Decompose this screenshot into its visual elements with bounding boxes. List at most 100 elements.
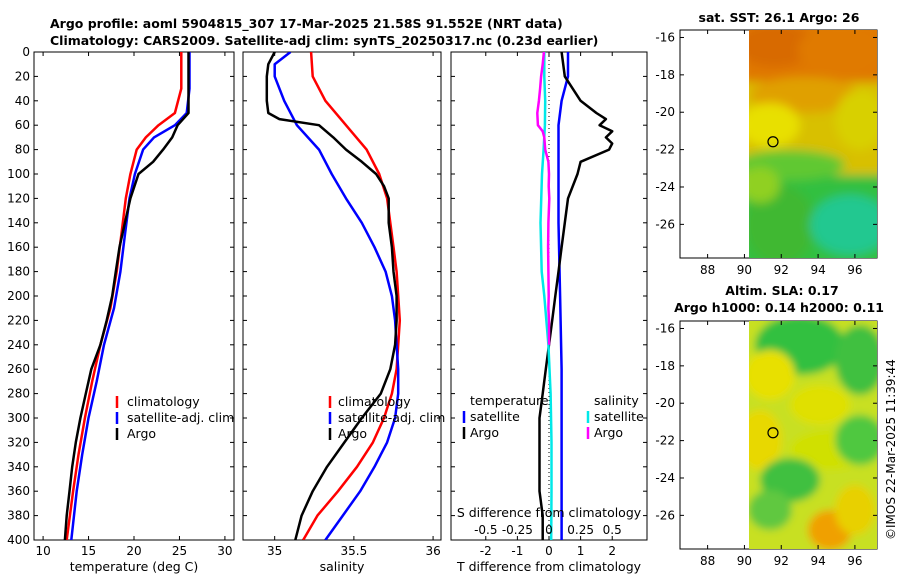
x-tick-label: -1 (511, 544, 523, 558)
y-tick-label: 20 (15, 69, 30, 83)
lat-tick-label: -24 (655, 471, 675, 485)
y-tick-label: 200 (7, 289, 30, 303)
legend-temperature-title: temperature (470, 393, 549, 408)
y-tick-label: 260 (7, 362, 30, 376)
y-tick-label: 60 (15, 118, 30, 132)
legend-salinity-title: salinity (594, 393, 639, 408)
x-tick-label: -2 (480, 544, 492, 558)
y-tick-label: 180 (7, 265, 30, 279)
lat-tick-label: -18 (655, 359, 675, 373)
y-tick-label: 80 (15, 143, 30, 157)
x-tick-label: 25 (172, 544, 187, 558)
lon-tick-label: 96 (847, 263, 862, 277)
y-tick-label: 140 (7, 216, 30, 230)
temperature-axes-box (33, 51, 235, 541)
lon-tick-label: 88 (700, 554, 715, 568)
sst-map-panel: sat. SST: 26.1 Argo: 26 88 90 92 94 96 -16 -18… (655, 10, 878, 277)
s-tick-label: -0.5 (474, 523, 497, 537)
argo-location-marker (767, 136, 779, 148)
difference-legend: temperature satellite Argo salinity sate… (462, 393, 644, 440)
y-tick-label: 320 (7, 435, 30, 449)
x-tick-label: 35.5 (341, 544, 368, 558)
legend-argo: Argo (338, 426, 367, 441)
x-tick-label: 2 (608, 544, 616, 558)
legend-climatology: climatology (338, 394, 411, 409)
lat-tick-label: -26 (655, 217, 675, 231)
lat-tick-label: -24 (655, 180, 675, 194)
sla-map-title: Altim. SLA: 0.17 (725, 283, 838, 298)
temperature-panel: 10 15 20 25 30020406080100120140160180200220… (7, 45, 235, 574)
y-tick-label: 360 (7, 484, 30, 498)
lat-tick-label: -20 (655, 105, 675, 119)
differences-salinity-satellite-line (539, 52, 553, 540)
legend-satellite: satellite-adj. clim (338, 410, 445, 425)
legend-t-argo: Argo (470, 425, 499, 440)
s-tick-label: 0.5 (603, 523, 622, 537)
lat-tick-label: -16 (655, 321, 675, 335)
sst-map-title: sat. SST: 26.1 Argo: 26 (699, 10, 860, 25)
y-tick-label: 220 (7, 313, 30, 327)
sla-field (749, 321, 877, 549)
legend-s-satellite: satellite (594, 409, 644, 424)
lon-tick-label: 96 (847, 554, 862, 568)
lat-tick-label: -20 (655, 396, 675, 410)
y-tick-label: 280 (7, 387, 30, 401)
x-tick-label: 35 (267, 544, 282, 558)
s-tick-label: 0.25 (567, 523, 594, 537)
salinity-argo-line (265, 52, 398, 540)
salinity-axes-box (242, 51, 442, 541)
y-tick-label: 380 (7, 509, 30, 523)
lon-tick-label: 90 (737, 263, 752, 277)
temperature-legend: climatology satellite-adj. clim Argo (115, 394, 234, 441)
lon-tick-label: 94 (810, 554, 825, 568)
s-difference-xlabel: S difference from climatology (457, 505, 642, 520)
sst-field (749, 30, 877, 258)
legend-s-argo: Argo (594, 425, 623, 440)
title-line-1: Argo profile: aoml 5904815_307 17-Mar-20… (50, 16, 563, 32)
salinity-legend: climatology satellite-adj. clim Argo (328, 394, 445, 441)
differences-temperature-satellite-line (557, 52, 570, 540)
lon-tick-label: 90 (737, 554, 752, 568)
y-tick-label: 300 (7, 411, 30, 425)
temperature-xlabel: temperature (deg C) (70, 559, 199, 574)
x-tick-label: 36 (425, 544, 440, 558)
x-tick-label: 30 (217, 544, 232, 558)
legend-t-satellite: satellite (470, 409, 520, 424)
y-tick-label: 160 (7, 240, 30, 254)
title-line-2: Climatology: CARS2009. Satellite-adj cli… (50, 33, 598, 49)
difference-panel: -2 -1 0 1 2 -0.5 -0.25 0 0.25 0.5 T difference fr… (450, 51, 648, 574)
x-tick-label: 20 (126, 544, 141, 558)
lon-tick-label: 88 (700, 263, 715, 277)
y-tick-label: 340 (7, 460, 30, 474)
salinity-xlabel: salinity (320, 559, 365, 574)
argo-location-marker (767, 427, 779, 439)
lon-tick-label: 92 (774, 554, 789, 568)
lon-tick-label: 94 (810, 263, 825, 277)
sla-map-panel: Altim. SLA: 0.17 Argo h1000: 0.14 h2000:… (655, 283, 884, 568)
s-tick-label: -0.25 (502, 523, 533, 537)
y-tick-label: 240 (7, 338, 30, 352)
temperature-argo-line (63, 52, 190, 540)
lat-tick-label: -22 (655, 143, 675, 157)
x-tick-label: 10 (35, 544, 50, 558)
y-tick-label: 0 (22, 45, 30, 59)
y-tick-label: 100 (7, 167, 30, 181)
x-tick-label: 1 (577, 544, 585, 558)
legend-satellite: satellite-adj. clim (127, 410, 234, 425)
s-tick-label: 0 (545, 523, 553, 537)
salinity-satellite-adj-clim-line (273, 52, 400, 540)
differences-temperature-argo-line (538, 52, 614, 540)
salinity-climatology-line (302, 52, 402, 540)
legend-climatology: climatology (127, 394, 200, 409)
watermark: ©IMOS 22-Mar-2025 11:39:44 (884, 359, 898, 540)
differences-salinity-argo-line (536, 52, 551, 345)
y-tick-label: 120 (7, 191, 30, 205)
salinity-panel: 35 35.5 36 salinity climatology satellite-… (242, 51, 445, 574)
lon-tick-label: 92 (774, 263, 789, 277)
lat-tick-label: -26 (655, 508, 675, 522)
lat-tick-label: -18 (655, 68, 675, 82)
temperature-satellite-adj-clim-line (70, 52, 191, 540)
x-tick-label: 0 (545, 544, 553, 558)
legend-argo: Argo (127, 426, 156, 441)
